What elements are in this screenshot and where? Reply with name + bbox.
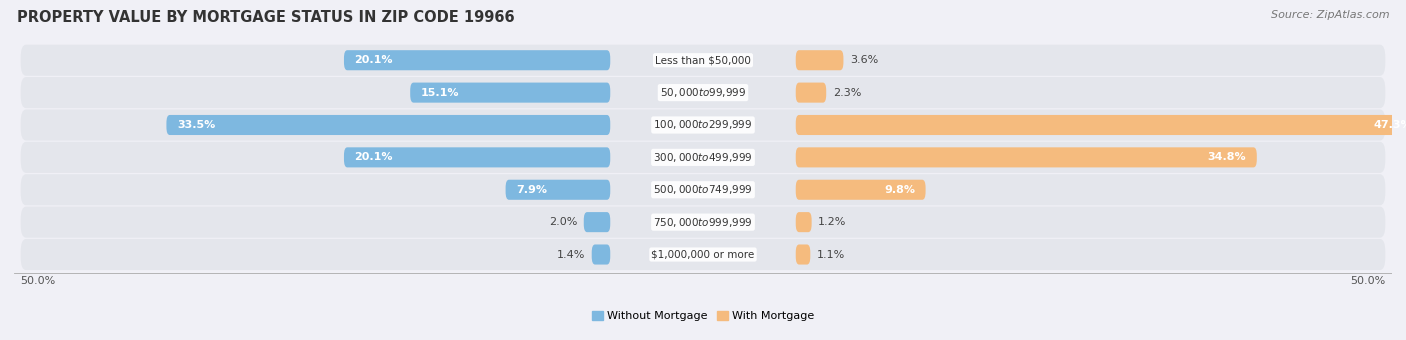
Text: 1.2%: 1.2% [818,217,846,227]
FancyBboxPatch shape [583,212,610,232]
FancyBboxPatch shape [21,174,1385,205]
FancyBboxPatch shape [411,83,610,103]
Text: $50,000 to $99,999: $50,000 to $99,999 [659,86,747,99]
Text: $100,000 to $299,999: $100,000 to $299,999 [654,119,752,132]
FancyBboxPatch shape [796,244,810,265]
FancyBboxPatch shape [21,207,1385,238]
Text: 20.1%: 20.1% [354,55,394,65]
FancyBboxPatch shape [21,77,1385,108]
FancyBboxPatch shape [592,244,610,265]
Text: $300,000 to $499,999: $300,000 to $499,999 [654,151,752,164]
Text: 50.0%: 50.0% [1350,275,1385,286]
Text: 50.0%: 50.0% [21,275,56,286]
Text: $750,000 to $999,999: $750,000 to $999,999 [654,216,752,228]
Text: 20.1%: 20.1% [354,152,394,163]
FancyBboxPatch shape [344,147,610,167]
Legend: Without Mortgage, With Mortgage: Without Mortgage, With Mortgage [588,306,818,326]
FancyBboxPatch shape [21,45,1385,76]
Text: 47.3%: 47.3% [1374,120,1406,130]
FancyBboxPatch shape [796,212,811,232]
Text: 2.3%: 2.3% [832,88,862,98]
Text: PROPERTY VALUE BY MORTGAGE STATUS IN ZIP CODE 19966: PROPERTY VALUE BY MORTGAGE STATUS IN ZIP… [17,10,515,25]
Text: 1.4%: 1.4% [557,250,585,259]
Text: 33.5%: 33.5% [177,120,215,130]
FancyBboxPatch shape [796,115,1406,135]
FancyBboxPatch shape [21,239,1385,270]
Text: 2.0%: 2.0% [548,217,576,227]
Text: 1.1%: 1.1% [817,250,845,259]
FancyBboxPatch shape [506,180,610,200]
Text: 3.6%: 3.6% [851,55,879,65]
FancyBboxPatch shape [796,180,925,200]
Text: $1,000,000 or more: $1,000,000 or more [651,250,755,259]
Text: 9.8%: 9.8% [884,185,915,195]
Text: 7.9%: 7.9% [516,185,547,195]
FancyBboxPatch shape [344,50,610,70]
Text: $500,000 to $749,999: $500,000 to $749,999 [654,183,752,196]
FancyBboxPatch shape [21,142,1385,173]
Text: Source: ZipAtlas.com: Source: ZipAtlas.com [1271,10,1389,20]
FancyBboxPatch shape [796,83,827,103]
Text: Less than $50,000: Less than $50,000 [655,55,751,65]
FancyBboxPatch shape [166,115,610,135]
FancyBboxPatch shape [21,109,1385,140]
FancyBboxPatch shape [796,50,844,70]
Text: 15.1%: 15.1% [420,88,460,98]
Text: 34.8%: 34.8% [1208,152,1246,163]
FancyBboxPatch shape [796,147,1257,167]
